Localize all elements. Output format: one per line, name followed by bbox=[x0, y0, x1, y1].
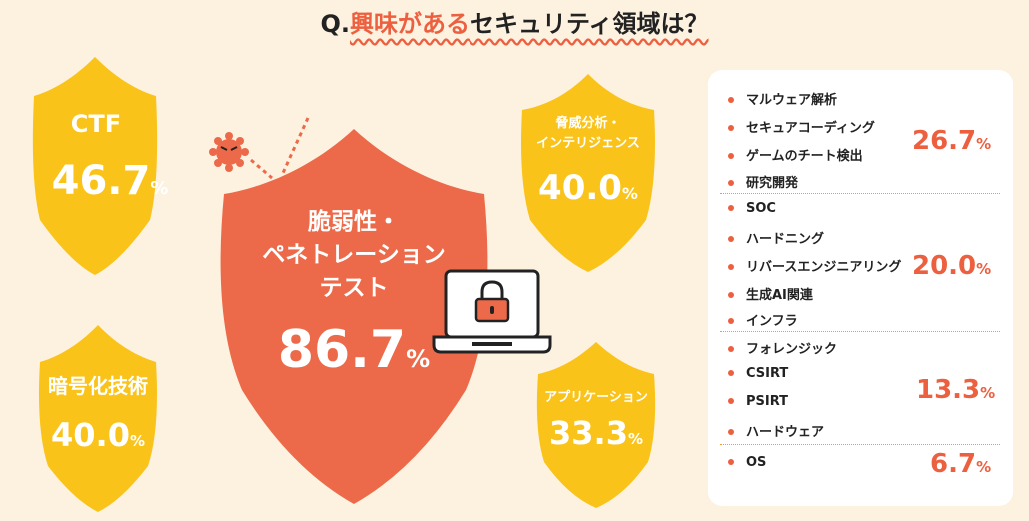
item-label: セキュアコーディング bbox=[746, 121, 875, 136]
shield-ctf-value: 46.7% bbox=[40, 158, 180, 204]
group-separator bbox=[720, 444, 1000, 445]
group-separator bbox=[720, 331, 1000, 332]
list-item: セキュアコーディング bbox=[728, 117, 875, 136]
bullet-icon bbox=[728, 263, 734, 270]
bullet-icon bbox=[728, 369, 734, 376]
list-item: マルウェア解析 bbox=[728, 89, 837, 108]
shield-ctf bbox=[32, 57, 158, 275]
bullet-icon bbox=[728, 345, 734, 352]
group-value-number: 13.3 bbox=[916, 375, 981, 405]
item-label: CSIRT bbox=[746, 366, 789, 381]
bullet-icon bbox=[728, 317, 734, 324]
list-item: インフラ bbox=[728, 310, 798, 329]
bullet-icon bbox=[728, 428, 734, 435]
category-panel bbox=[708, 70, 1013, 506]
shield-pentest-unit: % bbox=[406, 345, 431, 373]
group-value: 20.0% bbox=[912, 251, 991, 281]
bullet-icon bbox=[728, 291, 734, 298]
bullet-icon bbox=[728, 458, 734, 465]
shield-threat-unit: % bbox=[621, 184, 638, 203]
shield-crypto-number: 40.0 bbox=[51, 416, 130, 454]
group-value-number: 6.7 bbox=[930, 449, 977, 479]
attack-line-2 bbox=[281, 117, 310, 174]
shield-crypto bbox=[39, 325, 157, 512]
lock-icon bbox=[474, 280, 510, 323]
group-value-number: 20.0 bbox=[912, 251, 977, 281]
shield-application bbox=[536, 342, 656, 508]
page-title: Q.興味があるセキュリティ領域は？ bbox=[0, 4, 1029, 39]
shield-threat-label: 脅威分析・ インテリジェンス bbox=[536, 116, 640, 151]
group-value: 13.3% bbox=[916, 375, 995, 405]
item-label: 生成AI関連 bbox=[746, 288, 813, 303]
bullet-icon bbox=[728, 204, 734, 211]
shield-crypto-value: 40.0% bbox=[44, 416, 152, 454]
item-label: 研究開発 bbox=[746, 176, 799, 191]
group-value-unit: % bbox=[976, 135, 992, 153]
attack-line-1 bbox=[250, 158, 273, 180]
bullet-icon bbox=[728, 179, 734, 186]
list-item: フォレンジック bbox=[728, 338, 837, 357]
item-label: リバースエンジニアリング bbox=[746, 260, 902, 275]
list-item: 研究開発 bbox=[728, 172, 798, 191]
title-suffix: セキュリティ領域は？ bbox=[469, 10, 709, 38]
shield-crypto-label: 暗号化技術 bbox=[48, 374, 148, 398]
title-highlight: 興味がある bbox=[349, 10, 470, 38]
shield-threat-value: 40.0% bbox=[524, 168, 652, 208]
list-item: ゲームのチート検出 bbox=[728, 145, 863, 164]
group-value-unit: % bbox=[976, 458, 992, 476]
item-label: インフラ bbox=[746, 314, 798, 329]
shield-crypto-unit: % bbox=[129, 432, 145, 450]
shield-pentest-value: 86.7% bbox=[254, 320, 454, 380]
bullet-icon bbox=[728, 152, 734, 159]
list-item: リバースエンジニアリング bbox=[728, 256, 901, 275]
item-label: マルウェア解析 bbox=[746, 93, 838, 108]
item-label: ハードニング bbox=[746, 232, 825, 247]
shield-app-number: 33.3 bbox=[549, 414, 628, 452]
shield-pentest bbox=[220, 129, 488, 504]
shield-app-label: アプリケーション bbox=[544, 390, 648, 405]
list-item: 生成AI関連 bbox=[728, 284, 813, 303]
list-item: PSIRT bbox=[728, 394, 788, 409]
list-item: SOC bbox=[728, 201, 776, 216]
virus-icon bbox=[209, 132, 249, 172]
shield-threat-intel bbox=[521, 74, 655, 272]
bullet-icon bbox=[728, 397, 734, 404]
item-label: PSIRT bbox=[746, 394, 789, 409]
group-separator bbox=[720, 193, 1000, 194]
item-label: ゲームのチート検出 bbox=[746, 149, 863, 164]
shield-app-unit: % bbox=[627, 430, 643, 448]
list-item: ハードニング bbox=[728, 228, 824, 247]
title-prefix: Q. bbox=[320, 10, 350, 38]
list-item: ハードウェア bbox=[728, 421, 824, 440]
group-value-unit: % bbox=[976, 260, 992, 278]
shield-ctf-label: CTF bbox=[70, 110, 122, 138]
shield-threat-number: 40.0 bbox=[538, 168, 622, 208]
list-item: OS bbox=[728, 455, 766, 470]
shield-app-value: 33.3% bbox=[540, 414, 652, 452]
bullet-icon bbox=[728, 235, 734, 242]
bullet-icon bbox=[728, 96, 734, 103]
shield-ctf-unit: % bbox=[150, 178, 169, 199]
bullet-icon bbox=[728, 124, 734, 131]
group-value: 26.7% bbox=[912, 126, 991, 156]
group-value: 6.7% bbox=[930, 449, 991, 479]
item-label: フォレンジック bbox=[746, 342, 838, 357]
shield-ctf-number: 46.7 bbox=[51, 158, 151, 204]
group-value-unit: % bbox=[980, 384, 996, 402]
item-label: SOC bbox=[746, 201, 776, 216]
shield-pentest-label: 脆弱性・ ペネトレーション テスト bbox=[262, 209, 446, 301]
group-value-number: 26.7 bbox=[912, 126, 977, 156]
shield-pentest-number: 86.7 bbox=[277, 320, 407, 380]
item-label: ハードウェア bbox=[746, 425, 825, 440]
item-label: OS bbox=[746, 455, 767, 470]
list-item: CSIRT bbox=[728, 366, 788, 381]
